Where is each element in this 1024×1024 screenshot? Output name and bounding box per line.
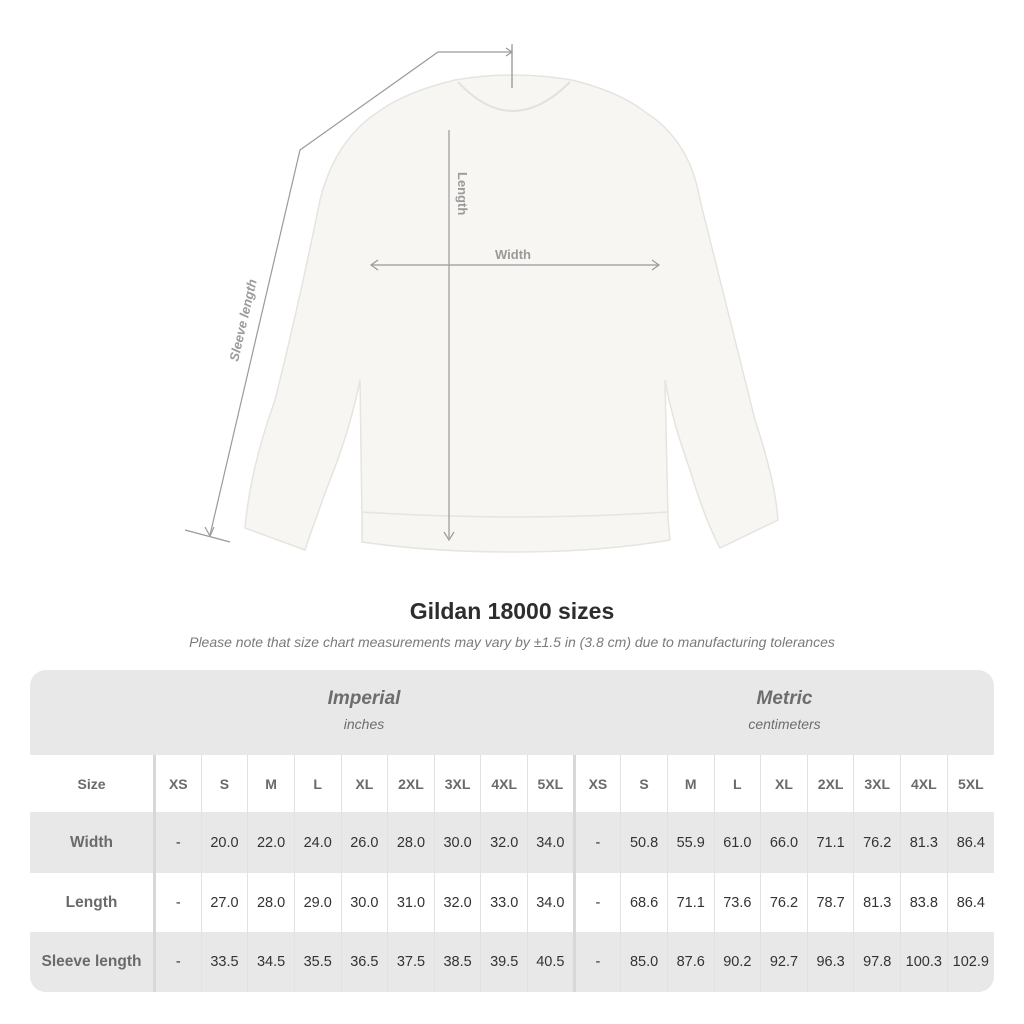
- width-label: Width: [495, 247, 531, 262]
- cell-metric: 100.3: [900, 932, 948, 992]
- cell-imperial: 31.0: [387, 873, 435, 932]
- collar: [457, 81, 571, 112]
- cell-metric: 71.1: [806, 812, 854, 873]
- metric-header: Metric centimeters: [575, 670, 994, 755]
- table-header-row: Size XS S M L XL 2XL 3XL 4XL 5XL XS S M L XL 2XL 3XL 4XL 5…: [30, 755, 994, 812]
- cell-metric: 86.4: [946, 812, 994, 873]
- cell-imperial: 36.5: [340, 932, 388, 992]
- size-header-imperial: S: [200, 755, 248, 812]
- metric-title: Metric: [756, 688, 813, 709]
- cell-metric: 96.3: [806, 932, 854, 992]
- cell-metric: 66.0: [760, 812, 808, 873]
- size-header-metric: M: [666, 755, 714, 812]
- size-header-metric: S: [620, 755, 668, 812]
- cell-metric: 90.2: [713, 932, 761, 992]
- cell-imperial: 28.0: [387, 812, 435, 873]
- cell-metric: 73.6: [713, 873, 761, 932]
- cell-metric: 102.9: [946, 932, 994, 992]
- cell-imperial: 30.0: [433, 812, 481, 873]
- cell-imperial: 32.0: [480, 812, 528, 873]
- cell-imperial: 37.5: [387, 932, 435, 992]
- table-row: Width -20.0 22.0 24.0 26.0 28.0 30.0 32.0 34.0-5…: [30, 812, 994, 873]
- cell-metric: 61.0: [713, 812, 761, 873]
- cell-imperial: 35.5: [293, 932, 341, 992]
- cell-imperial: 34.0: [527, 873, 575, 932]
- cell-imperial: 34.5: [247, 932, 295, 992]
- cell-metric: 85.0: [620, 932, 668, 992]
- cell-metric: -: [572, 873, 621, 932]
- size-header-metric: 3XL: [853, 755, 901, 812]
- cell-metric: 81.3: [900, 812, 948, 873]
- cell-metric: 76.2: [760, 873, 808, 932]
- row-label: Sleeve length: [30, 932, 155, 992]
- cell-imperial: 22.0: [247, 812, 295, 873]
- cell-metric: 92.7: [760, 932, 808, 992]
- row-label: Width: [30, 812, 155, 873]
- cell-metric: -: [572, 932, 621, 992]
- cell-imperial: 40.5: [527, 932, 575, 992]
- size-header-imperial: 4XL: [480, 755, 528, 812]
- imperial-header: Imperial inches: [153, 670, 575, 755]
- cell-imperial: 29.0: [293, 873, 341, 932]
- size-header-imperial: 5XL: [527, 755, 575, 812]
- sleeve-length-label: Sleeve length: [226, 278, 259, 363]
- size-header-metric: 5XL: [946, 755, 994, 812]
- cell-imperial: 38.5: [433, 932, 481, 992]
- chart-title: Gildan 18000 sizes: [409, 598, 615, 624]
- table-row: Sleeve length -33.5 34.5 35.5 36.5 37.5 38.5 39…: [30, 932, 994, 992]
- cell-imperial: -: [153, 932, 202, 992]
- cell-metric: 97.8: [853, 932, 901, 992]
- cell-imperial: 32.0: [433, 873, 481, 932]
- cell-imperial: 34.0: [527, 812, 575, 873]
- cell-imperial: 27.0: [200, 873, 248, 932]
- cell-imperial: 39.5: [480, 932, 528, 992]
- hem-rib: [361, 511, 669, 518]
- cell-metric: 78.7: [806, 873, 854, 932]
- size-header-metric: L: [713, 755, 761, 812]
- cell-imperial: 33.5: [200, 932, 248, 992]
- size-label: Size: [30, 755, 155, 812]
- length-label: Length: [455, 172, 470, 215]
- cell-metric: 81.3: [853, 873, 901, 932]
- imperial-unit: inches: [343, 716, 385, 732]
- cell-metric: 50.8: [620, 812, 668, 873]
- cell-imperial: 20.0: [200, 812, 248, 873]
- cell-metric: 86.4: [946, 873, 994, 932]
- cell-metric: 68.6: [620, 873, 668, 932]
- size-header-metric: XS: [572, 755, 621, 812]
- size-header-imperial: XS: [153, 755, 202, 812]
- cell-imperial: -: [153, 812, 202, 873]
- size-table-card: Imperial inches Metric centimeters Size X…: [30, 670, 994, 992]
- size-header-imperial: XL: [340, 755, 388, 812]
- size-header-metric: 2XL: [806, 755, 854, 812]
- size-header-metric: XL: [760, 755, 808, 812]
- cell-imperial: 26.0: [340, 812, 388, 873]
- cell-imperial: 28.0: [247, 873, 295, 932]
- metric-unit: centimeters: [748, 716, 821, 732]
- cell-metric: 71.1: [666, 873, 714, 932]
- sweatshirt-illustration: Length Width Sleeve length: [184, 44, 779, 553]
- size-header-imperial: M: [247, 755, 295, 812]
- cell-metric: 55.9: [666, 812, 714, 873]
- cell-metric: 87.6: [666, 932, 714, 992]
- sweatshirt-shape: [244, 74, 779, 553]
- cell-metric: 83.8: [900, 873, 948, 932]
- size-header-imperial: L: [293, 755, 341, 812]
- size-header-metric: 4XL: [900, 755, 948, 812]
- size-header-imperial: 2XL: [387, 755, 435, 812]
- cell-metric: -: [572, 812, 621, 873]
- tolerance-note: Please note that size chart measurements…: [189, 634, 835, 650]
- size-table: Size XS S M L XL 2XL 3XL 4XL 5XL XS S M L XL 2XL 3XL 4XL 5…: [30, 755, 994, 992]
- table-row: Length -27.0 28.0 29.0 30.0 31.0 32.0 33.0 34.0-…: [30, 873, 994, 932]
- size-header-imperial: 3XL: [433, 755, 481, 812]
- cell-imperial: 30.0: [340, 873, 388, 932]
- cell-imperial: 33.0: [480, 873, 528, 932]
- row-label: Length: [30, 873, 155, 932]
- imperial-title: Imperial: [327, 688, 401, 709]
- cell-imperial: 24.0: [293, 812, 341, 873]
- cell-imperial: -: [153, 873, 202, 932]
- cell-metric: 76.2: [853, 812, 901, 873]
